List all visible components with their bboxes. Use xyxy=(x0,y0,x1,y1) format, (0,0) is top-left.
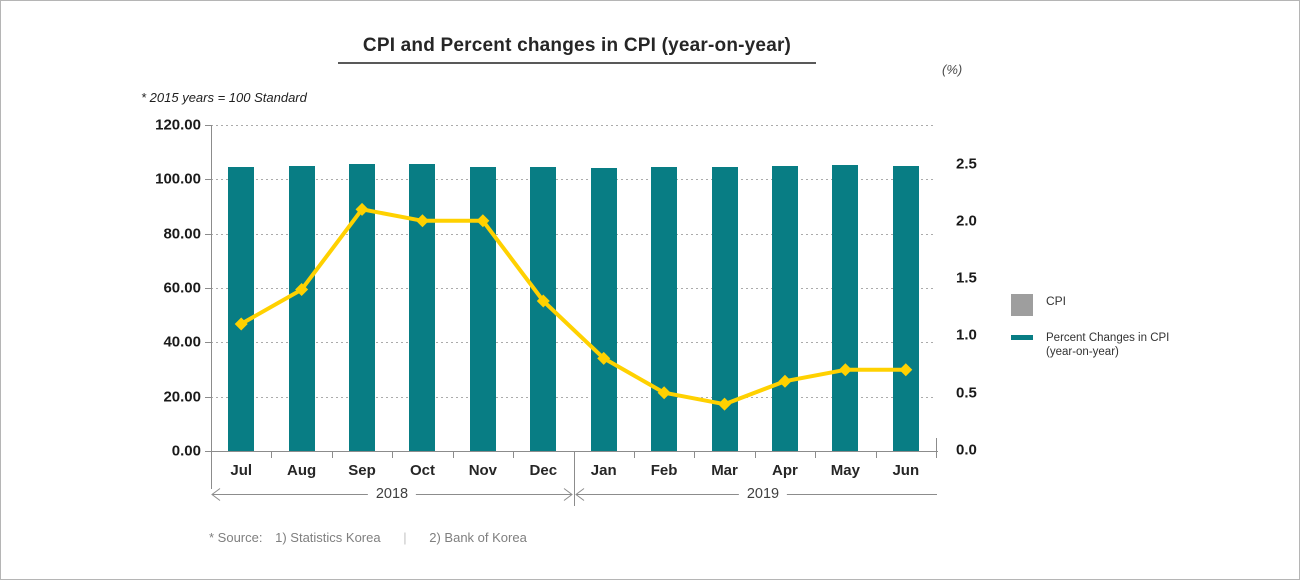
cpi-bar xyxy=(228,167,255,451)
month-label: Oct xyxy=(409,462,435,479)
cpi-bar xyxy=(349,164,376,451)
right-axis-tick-label: 2.0 xyxy=(956,212,977,230)
cpi-bar xyxy=(590,167,617,451)
legend: CPI Percent Changes in CPI (year-on-year… xyxy=(1011,294,1196,360)
right-axis-corner-tick xyxy=(936,438,937,451)
arrowhead-left-icon xyxy=(211,488,221,501)
gridline xyxy=(211,179,936,181)
cpi-bar-swatch-icon xyxy=(1011,294,1033,316)
month-label: Dec xyxy=(529,462,558,479)
left-axis-tick-label: 100.00 xyxy=(155,170,201,188)
left-axis-tick-label: 60.00 xyxy=(163,279,201,297)
gridline xyxy=(211,125,936,126)
right-axis-unit-label: (%) xyxy=(942,62,963,77)
x-axis-tick xyxy=(331,451,333,458)
x-axis-tick xyxy=(271,451,273,458)
left-axis-tick-label: 0.00 xyxy=(171,442,201,460)
month-label: Sep xyxy=(348,462,376,479)
cpi-bar xyxy=(832,165,859,451)
month-label: May xyxy=(830,462,860,479)
right-axis-tick-label: 0.5 xyxy=(956,384,977,402)
x-axis-tick xyxy=(875,451,877,458)
left-axis-tick xyxy=(205,451,211,452)
legend-label-cpi: CPI xyxy=(1046,294,1067,308)
legend-item-percent-changes: Percent Changes in CPI (year-on-year) xyxy=(1011,331,1196,360)
cpi-bar xyxy=(771,166,798,451)
percent-line xyxy=(240,207,906,407)
x-axis-tick xyxy=(211,451,212,458)
base-year-note: * 2015 years = 100 Standard xyxy=(141,90,307,105)
legend-label-percent-changes: Percent Changes in CPI (year-on-year) xyxy=(1046,332,1170,359)
right-axis-tick-label: 0.0 xyxy=(956,441,977,459)
source-item-1: 1) Statistics Korea xyxy=(275,530,381,545)
x-axis-tick xyxy=(694,451,696,458)
source-separator: | xyxy=(403,530,407,545)
x-axis-tick xyxy=(936,451,937,458)
gridline xyxy=(211,233,936,235)
left-axis-tick xyxy=(205,125,211,126)
cpi-bar xyxy=(469,166,496,451)
year-divider-line xyxy=(573,451,575,506)
x-axis-tick xyxy=(633,451,635,458)
cpi-bar xyxy=(711,167,738,451)
month-label: Jun xyxy=(892,462,920,479)
left-axis-tick xyxy=(205,396,211,398)
source-note: * Source: 1) Statistics Korea | 2) Bank … xyxy=(209,530,527,545)
source-item-2: 2) Bank of Korea xyxy=(429,530,527,545)
gridline xyxy=(211,288,936,289)
x-axis-tick xyxy=(573,451,575,458)
month-label: Mar xyxy=(711,462,738,479)
gridline xyxy=(211,396,936,398)
left-axis-tick-label: 20.00 xyxy=(163,388,201,406)
year-group-label-2018: 2018 xyxy=(367,486,417,502)
x-axis-tick xyxy=(754,451,756,458)
month-label: Jul xyxy=(230,462,253,479)
month-label: Apr xyxy=(772,462,798,479)
cpi-bar xyxy=(288,166,315,451)
x-axis-line xyxy=(211,451,938,452)
right-axis-tick-label: 2.5 xyxy=(956,155,977,172)
left-axis-tick-label: 40.00 xyxy=(163,333,201,351)
percent-line-swatch-icon xyxy=(1011,335,1033,340)
source-prefix: * Source: xyxy=(209,530,263,545)
month-label: Aug xyxy=(287,462,317,479)
legend-item-cpi: CPI xyxy=(1011,294,1196,316)
month-label: Feb xyxy=(650,462,678,479)
month-label: Jan xyxy=(590,462,617,479)
year-group-label-2019: 2019 xyxy=(738,486,788,502)
left-axis-tick xyxy=(205,233,211,235)
month-label: Nov xyxy=(468,462,498,479)
chart-title: CPI and Percent changes in CPI (year-on-… xyxy=(338,35,816,64)
cpi-bar xyxy=(409,164,436,451)
x-axis-tick xyxy=(815,451,817,458)
right-axis-tick-label: 1.0 xyxy=(956,326,977,344)
left-axis-tick xyxy=(205,342,211,344)
left-axis-tick-label: 120.00 xyxy=(155,116,201,134)
right-axis-tick-label: 1.5 xyxy=(956,269,977,287)
left-axis-tick xyxy=(205,288,211,289)
cpi-bar xyxy=(892,166,919,451)
x-axis-tick xyxy=(452,451,454,458)
left-axis-line xyxy=(211,125,212,489)
arrowhead-left-icon xyxy=(575,488,585,501)
left-axis-tick-label: 80.00 xyxy=(163,225,201,243)
gridline xyxy=(211,342,936,344)
arrowhead-right-icon xyxy=(563,488,573,501)
cpi-bar xyxy=(530,167,557,451)
x-axis-tick xyxy=(513,451,515,458)
cpi-bar xyxy=(651,166,678,451)
left-axis-tick xyxy=(205,179,211,181)
x-axis-tick xyxy=(392,451,394,458)
